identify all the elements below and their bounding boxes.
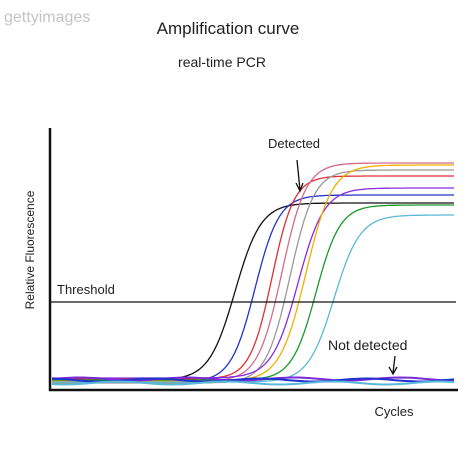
detected-arrow	[295, 159, 304, 193]
detected-label: Detected	[268, 136, 320, 151]
x-axis-label: Cycles	[374, 404, 414, 419]
chart-subtitle: real-time PCR	[178, 54, 266, 70]
chart-title: Amplification curve	[157, 19, 300, 38]
curve	[51, 380, 455, 386]
curves	[51, 162, 455, 386]
not-detected-arrow	[388, 355, 398, 376]
y-axis-label: Relative Fluorescence	[23, 190, 37, 309]
not-detected-label: Not detected	[328, 337, 407, 353]
curve	[52, 187, 454, 379]
curve	[52, 169, 454, 384]
watermark: gettyimages	[4, 9, 90, 26]
threshold-label: Threshold	[57, 282, 115, 297]
